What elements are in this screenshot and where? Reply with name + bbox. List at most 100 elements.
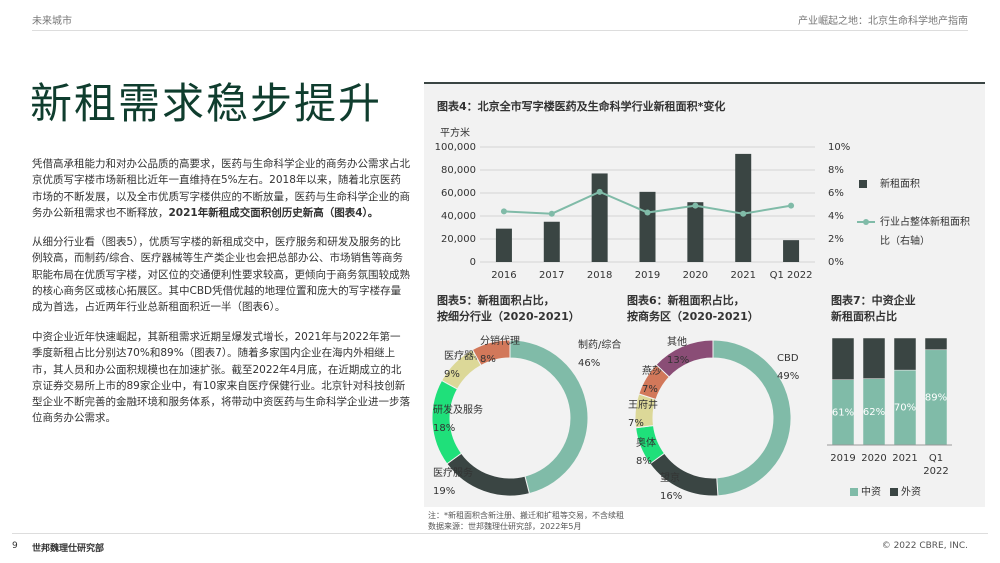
bar	[591, 173, 608, 262]
slice-label: 其他	[667, 335, 687, 348]
slice-value: 9%	[444, 369, 460, 380]
paragraph: 中资企业近年快速崛起，其新租需求近期呈爆发式增长，2021年与2022年第一季度…	[32, 331, 410, 425]
donut-slice	[471, 339, 511, 367]
value-label: 62%	[863, 407, 885, 418]
slice-label: 分销代理	[480, 334, 520, 347]
title-line: 图表5：新租面积占比，	[437, 294, 555, 307]
y-tick-label: 60,000	[441, 188, 476, 199]
footer-right: © 2022 CBRE, INC.	[881, 541, 968, 551]
bar	[687, 202, 704, 262]
bar	[495, 228, 512, 262]
legend-label: 新租面积	[880, 179, 920, 190]
value-label: 89%	[925, 392, 947, 403]
value-label: 70%	[894, 403, 916, 414]
y-tick-label: 80,000	[441, 165, 476, 176]
y-tick-label: 40,000	[441, 211, 476, 222]
legend-label: 行业占整体新租面积比（右轴）	[880, 217, 970, 247]
bar-segment	[924, 337, 948, 351]
x-tick-label: Q1 2022	[923, 453, 949, 477]
y-tick-label: 0	[470, 257, 476, 268]
x-tick-label: 2020	[861, 453, 887, 464]
notes: 注：*新租面积含新注册、搬迁和扩租等交易，不含续租 数据来源：世邦魏理仕研究部，2…	[428, 510, 624, 532]
slice-label: 研发及服务	[433, 403, 483, 416]
title-line: 图表7：中资企业	[831, 294, 916, 307]
bar-segment	[862, 337, 886, 379]
text: 凭借高承租能力和对办公品质的高要求，医药与生命科学企业的商务办公需求占北京优质写…	[32, 158, 410, 219]
chart-panel	[424, 82, 985, 507]
y-tick-label: 20,000	[441, 234, 476, 245]
note: 注：*新租面积含新注册、搬迁和扩租等交易，不含续租	[428, 511, 624, 520]
bar	[735, 153, 752, 262]
y2-tick-label: 6%	[828, 188, 844, 199]
line-marker	[692, 202, 699, 209]
x-tick-label: 2020	[683, 270, 708, 281]
title-line: 按商务区（2020-2021）	[627, 310, 759, 323]
slice-value: 46%	[578, 358, 600, 369]
bar-segment	[893, 337, 917, 371]
slice-value: 13%	[667, 355, 689, 366]
note: 数据来源：世邦魏理仕研究部，2022年5月	[428, 522, 582, 531]
slice-value: 19%	[433, 486, 455, 497]
bar-segment	[831, 337, 855, 380]
legend-swatch	[850, 488, 858, 496]
x-tick-label: 2016	[491, 270, 516, 281]
header-left: 未来城市	[32, 16, 72, 27]
legend-swatch	[859, 180, 867, 188]
bar	[783, 240, 800, 262]
line-marker	[548, 210, 555, 217]
slice-value: 49%	[777, 371, 799, 382]
x-tick-label: 2021	[730, 270, 755, 281]
chart-title: 图表5：新租面积占比， 按细分行业（2020-2021）	[437, 293, 580, 325]
header-rule	[32, 30, 968, 31]
header-right: 产业崛起之地：北京生命科学地产指南	[798, 16, 968, 27]
x-tick-label: 2019	[635, 270, 660, 281]
slice-value: 18%	[433, 423, 455, 434]
title-line: 按细分行业（2020-2021）	[437, 310, 580, 323]
slice-label: 望京	[660, 471, 680, 484]
legend-marker	[863, 219, 869, 225]
chart-title: 图表6：新租面积占比， 按商务区（2020-2021）	[627, 293, 759, 325]
slice-value: 7%	[628, 418, 644, 429]
footer-left: 世邦魏理仕研究部	[32, 544, 105, 554]
x-tick-label: 2019	[830, 453, 856, 464]
donut-slice	[509, 339, 589, 495]
x-tick-label: 2021	[892, 453, 918, 464]
slice-label: CBD	[777, 353, 799, 364]
donut-slice	[655, 339, 714, 378]
slice-value: 8%	[636, 456, 652, 467]
line-marker	[500, 208, 507, 215]
y2-tick-label: 2%	[828, 234, 844, 245]
slice-label: 医疗服务	[433, 466, 473, 479]
y2-tick-label: 8%	[828, 165, 844, 176]
footer-rule	[12, 533, 988, 534]
paragraph: 凭借高承租能力和对办公品质的高要求，医药与生命科学企业的商务办公需求占北京优质写…	[32, 156, 410, 221]
slice-value: 7%	[642, 384, 658, 395]
slice-label: 燕莎	[642, 364, 662, 377]
y-axis-label: 平方米	[440, 126, 470, 139]
legend-swatch	[890, 488, 898, 496]
line-marker	[596, 188, 603, 195]
legend-label: 外资	[901, 487, 921, 498]
x-tick-label: Q1 2022	[770, 270, 813, 281]
line-marker	[788, 202, 795, 209]
bold-text: 2021年新租成交面积创历史新高（图表4）。	[168, 206, 379, 219]
page-title: 新租需求稳步提升	[30, 79, 383, 128]
paragraph: 从细分行业看（图表5），优质写字楼的新租成交中，医疗服务和研发及服务的比例较高，…	[32, 236, 410, 314]
slice-value: 16%	[660, 491, 682, 502]
value-label: 61%	[832, 407, 854, 418]
chart-title: 图表7：中资企业 新租面积占比	[831, 293, 916, 325]
title-line: 新租面积占比	[831, 310, 897, 323]
slice-label: 王府井	[628, 398, 658, 411]
y-tick-label: 100,000	[435, 142, 476, 153]
y2-tick-label: 4%	[828, 211, 844, 222]
slice-label: 制药/综合	[578, 338, 621, 351]
line-marker	[740, 210, 747, 217]
y2-tick-label: 10%	[828, 142, 850, 153]
bar	[543, 221, 560, 262]
slice-label: 奥体	[636, 436, 656, 449]
slice-value: 8%	[480, 354, 496, 365]
x-tick-label: 2017	[539, 270, 564, 281]
y2-tick-label: 0%	[828, 257, 844, 268]
